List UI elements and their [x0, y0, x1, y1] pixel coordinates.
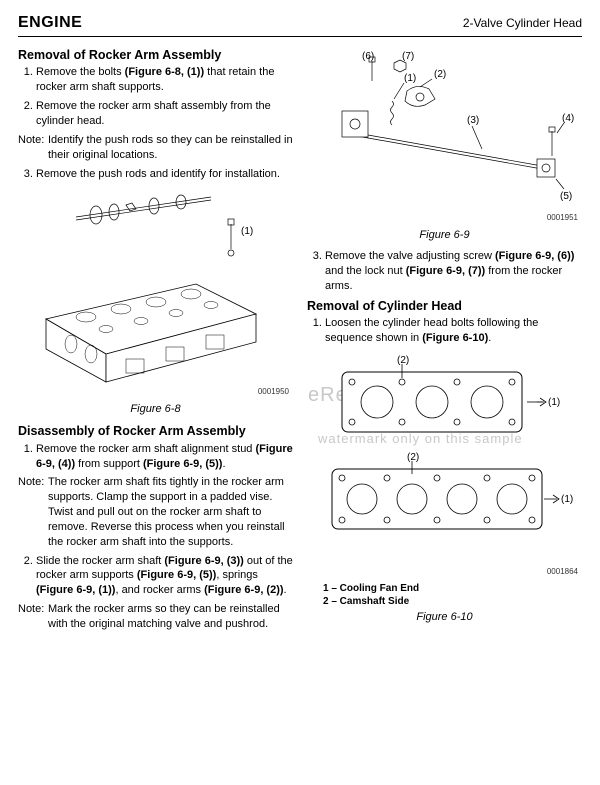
- figure-ref: (Figure 6-9, (3)): [164, 555, 243, 567]
- fig69-callout-5: (5): [560, 191, 572, 202]
- fig68-callout-1: (1): [241, 226, 253, 237]
- text: and the lock nut: [325, 265, 406, 277]
- fig610-legend: 1 – Cooling Fan End 2 – Camshaft Side: [323, 582, 582, 608]
- note-label: Note:: [18, 133, 48, 163]
- disassembly-list-cont: Slide the rocker arm shaft (Figure 6-9, …: [18, 554, 293, 599]
- list-item: Slide the rocker arm shaft (Figure 6-9, …: [36, 554, 293, 599]
- note-label: Note:: [18, 602, 48, 632]
- fig610-bot-callout-2: (2): [407, 452, 419, 463]
- legend-line-2: 2 – Camshaft Side: [323, 595, 582, 608]
- figure-ref: (Figure 6-9, (2)): [204, 584, 283, 596]
- text: .: [488, 332, 491, 344]
- section-removal-cylinder-head: Removal of Cylinder Head: [307, 298, 582, 315]
- fig610-caption: Figure 6-10: [307, 610, 582, 625]
- list-item: Remove the push rods and identify for in…: [36, 167, 293, 182]
- left-column: Removal of Rocker Arm Assembly Remove th…: [18, 43, 293, 636]
- header-engine: ENGINE: [18, 12, 82, 34]
- text: , and rocker arms: [115, 584, 204, 596]
- text: , springs: [216, 569, 258, 581]
- fig69-partno: 0001951: [307, 213, 582, 224]
- text: .: [284, 584, 287, 596]
- fig68-caption: Figure 6-8: [18, 402, 293, 417]
- figure-6-10-svg: (2) (1): [312, 354, 577, 564]
- fig69-callout-1: (1): [404, 73, 416, 84]
- text: .: [222, 458, 225, 470]
- list-item: Remove the valve adjusting screw (Figure…: [325, 249, 582, 294]
- removal-rocker-list-cont: Remove the push rods and identify for in…: [18, 167, 293, 182]
- figure-ref: (Figure 6-9, (1)): [36, 584, 115, 596]
- note-label: Note:: [18, 475, 48, 549]
- text: Remove the valve adjusting screw: [325, 250, 495, 262]
- figure-6-8-svg: (1): [26, 189, 286, 384]
- figure-6-9: (6) (7) (1) (2) (3) (4) (5) 0001951: [307, 51, 582, 225]
- figure-6-10: (2) (1): [307, 354, 582, 578]
- note-body: Identify the push rods so they can be re…: [48, 133, 293, 163]
- list-item: Remove the bolts (Figure 6-8, (1)) that …: [36, 65, 293, 95]
- fig610-top-callout-2: (2): [397, 355, 409, 366]
- list-item: Remove the rocker arm shaft assembly fro…: [36, 99, 293, 129]
- text: from support: [75, 458, 143, 470]
- figure-ref: (Figure 6-9, (5)): [137, 569, 216, 581]
- note: Note: The rocker arm shaft fits tightly …: [18, 475, 293, 549]
- removal-rocker-list: Remove the bolts (Figure 6-8, (1)) that …: [18, 65, 293, 128]
- note: Note: Identify the push rods so they can…: [18, 133, 293, 163]
- disassembly-list: Remove the rocker arm shaft alignment st…: [18, 442, 293, 472]
- text: Remove the bolts: [36, 66, 125, 78]
- figure-ref: (Figure 6-9, (5)): [143, 458, 222, 470]
- note-body: The rocker arm shaft fits tightly in the…: [48, 475, 293, 549]
- fig68-partno: 0001950: [18, 387, 293, 398]
- list-item: Loosen the cylinder head bolts following…: [325, 316, 582, 346]
- figure-ref: (Figure 6-9, (6)): [495, 250, 574, 262]
- legend-line-1: 1 – Cooling Fan End: [323, 582, 582, 595]
- fig610-partno: 0001864: [307, 567, 582, 578]
- figure-ref: (Figure 6-8, (1)): [125, 66, 204, 78]
- section-removal-rocker-arm: Removal of Rocker Arm Assembly: [18, 47, 293, 64]
- page-header: ENGINE 2-Valve Cylinder Head: [18, 12, 582, 37]
- fig69-caption: Figure 6-9: [307, 228, 582, 243]
- fig69-callout-2: (2): [434, 69, 446, 80]
- text: Remove the rocker arm shaft alignment st…: [36, 443, 255, 455]
- fig610-bot-callout-1: (1): [561, 494, 573, 505]
- text: Slide the rocker arm shaft: [36, 555, 164, 567]
- section-disassembly-rocker: Disassembly of Rocker Arm Assembly: [18, 423, 293, 440]
- removal-rocker-list-right: Remove the valve adjusting screw (Figure…: [307, 249, 582, 294]
- removal-cylinder-list: Loosen the cylinder head bolts following…: [307, 316, 582, 346]
- fig69-callout-6: (6): [362, 51, 374, 62]
- figure-6-9-svg: (6) (7) (1) (2) (3) (4) (5): [312, 51, 577, 211]
- figure-ref: (Figure 6-9, (7)): [406, 265, 485, 277]
- fig69-callout-4: (4): [562, 113, 574, 124]
- fig610-top-callout-1: (1): [548, 397, 560, 408]
- fig69-callout-3: (3): [467, 115, 479, 126]
- note-body: Mark the rocker arms so they can be rein…: [48, 602, 293, 632]
- fig69-callout-7: (7): [402, 51, 414, 62]
- list-item: Remove the rocker arm shaft alignment st…: [36, 442, 293, 472]
- header-subtitle: 2-Valve Cylinder Head: [463, 15, 582, 31]
- figure-6-8: (1): [18, 189, 293, 398]
- right-column: (6) (7) (1) (2) (3) (4) (5) 0001951 Figu…: [307, 43, 582, 636]
- figure-ref: (Figure 6-10): [422, 332, 488, 344]
- note: Note: Mark the rocker arms so they can b…: [18, 602, 293, 632]
